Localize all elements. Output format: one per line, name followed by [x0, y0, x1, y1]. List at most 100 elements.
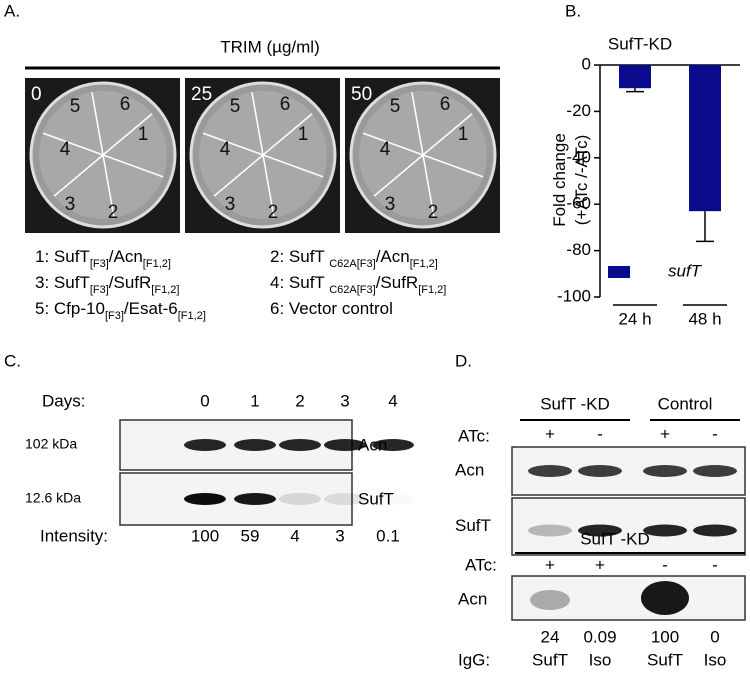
legend-segment: 5: Cfp-10 [35, 299, 105, 318]
legend-segment: 1: SufT [35, 247, 90, 266]
y-tick-label: 0 [582, 54, 591, 73]
ip-value: 100 [651, 627, 679, 646]
group-label: SufT -KD [540, 394, 610, 413]
sector-label: 3 [385, 194, 396, 215]
legend-segment: 3: SufT [35, 273, 90, 292]
legend-segment: 6: Vector control [270, 299, 393, 318]
day-label: 1 [250, 391, 259, 410]
sector-label: 5 [230, 96, 241, 117]
legend-segment: [F3] [90, 258, 109, 270]
plate-dose: 0 [31, 84, 42, 105]
sector-label: 2 [428, 202, 439, 223]
atc-sign: - [712, 555, 718, 574]
sector-line [373, 113, 473, 197]
igg-label: Iso [704, 650, 727, 669]
band [372, 493, 414, 505]
legend-segment: 2: SufT [270, 247, 329, 266]
x-tick-label: 48 h [688, 309, 721, 328]
band [234, 439, 276, 451]
y-axis-label-line: Fold change [550, 133, 569, 227]
legend-segment: C62A[F3] [329, 258, 375, 270]
sector-label: 1 [458, 124, 469, 145]
legend-segment: [F1,2] [178, 310, 206, 322]
panel-label: D. [455, 351, 472, 370]
atc-sign: - [712, 424, 718, 443]
intensity-value: 4 [290, 526, 299, 545]
legend-item: 1: SufT[F3]/Acn[F1,2] [35, 247, 171, 269]
atc-sign: + [545, 424, 555, 443]
band [184, 439, 226, 451]
x-tick-label: 24 h [618, 309, 651, 328]
legend-swatch [608, 266, 630, 278]
legend-segment: C62A[F3] [329, 284, 375, 296]
atc-sign: + [660, 424, 670, 443]
sector-label: 4 [380, 139, 391, 160]
atc-sign: + [545, 555, 555, 574]
band [528, 524, 572, 537]
sector-label: 6 [280, 94, 291, 115]
atc-sign: - [597, 424, 603, 443]
atc-label: ATc: [465, 555, 497, 574]
intensity-value: 0.1 [376, 526, 400, 545]
legend-segment: 4: SufT [270, 273, 329, 292]
intensity-value: 3 [335, 526, 344, 545]
igg-label: IgG: [458, 650, 490, 669]
sector-label: 3 [65, 194, 76, 215]
marker-label: 12.6 kDa [25, 490, 81, 506]
legend-segment: [F1,2] [418, 284, 446, 296]
ip-value: 0.09 [583, 627, 616, 646]
band [279, 439, 321, 451]
band [234, 493, 276, 505]
sector-label: 1 [138, 124, 149, 145]
day-label: 2 [295, 391, 304, 410]
legend-segment: /Acn [376, 247, 410, 266]
blot [511, 575, 746, 621]
sector-label: 6 [440, 94, 451, 115]
legend-item: 6: Vector control [270, 299, 393, 318]
igg-label: SufT [647, 650, 683, 669]
legend-segment: /SufR [376, 273, 419, 292]
igg-label: Iso [589, 650, 612, 669]
legend-item: 5: Cfp-10[F3]/Esat-6[F1,2] [35, 299, 206, 321]
sector-label: 2 [108, 202, 119, 223]
band [643, 465, 687, 477]
atc-label: ATc: [458, 426, 490, 445]
panel-label: C. [4, 351, 21, 370]
legend-item: 4: SufT C62A[F3]/SufR[F1,2] [270, 273, 446, 295]
band [279, 493, 321, 505]
atc-sign: - [662, 555, 668, 574]
legend-segment: [F1,2] [410, 258, 438, 270]
sector-label: 2 [268, 202, 279, 223]
sector-label: 4 [60, 139, 71, 160]
sector-label: 3 [225, 194, 236, 215]
day-label: 4 [388, 391, 397, 410]
band [578, 524, 622, 537]
legend-item: 3: SufT[F3]/SufR[F1,2] [35, 273, 179, 295]
band [324, 493, 366, 505]
header: TRIM (µg/ml) [220, 37, 320, 56]
band [184, 493, 226, 505]
panel-label: A. [4, 1, 20, 20]
row-label: Acn [455, 460, 484, 479]
day-label: 3 [340, 391, 349, 410]
bar [619, 65, 651, 89]
sector-label: 4 [220, 139, 231, 160]
row-label: SufT [455, 516, 491, 535]
legend-segment: [F3] [105, 310, 124, 322]
days-label: Days: [42, 391, 85, 410]
legend-segment: /Esat-6 [124, 299, 178, 318]
sector-line [53, 113, 153, 197]
sector-line [213, 113, 313, 197]
intensity-value: 100 [191, 526, 219, 545]
sector-label: 1 [298, 124, 309, 145]
bar [689, 65, 721, 212]
row-label: SufT [358, 489, 394, 508]
band [643, 524, 687, 537]
legend-segment: /Acn [109, 247, 143, 266]
y-axis-label-line: (+ATc /-ATc) [572, 135, 591, 226]
y-tick-label: -100 [557, 286, 591, 305]
panel-label: B. [565, 1, 581, 20]
y-tick-label: -60 [566, 194, 591, 213]
ip-value: 24 [541, 627, 560, 646]
intensity-value: 59 [241, 526, 260, 545]
